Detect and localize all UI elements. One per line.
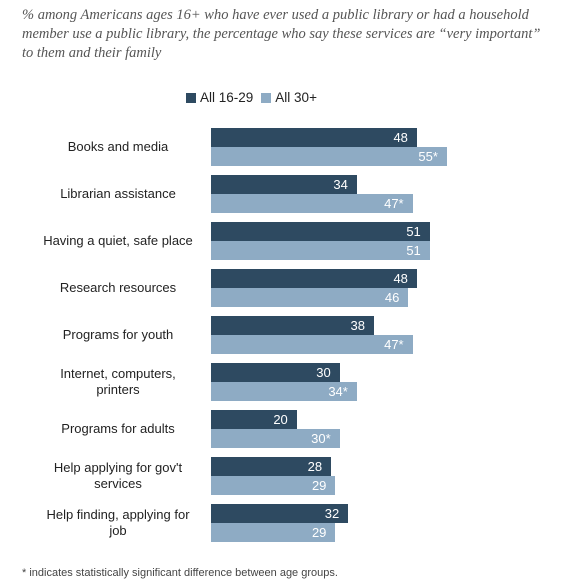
bar: 34: [211, 175, 357, 194]
bar: 55*: [211, 147, 447, 166]
bar: 51: [211, 241, 430, 260]
bar: 51: [211, 222, 430, 241]
bar: 46: [211, 288, 409, 307]
legend-label: All 16-29: [200, 90, 254, 105]
value-label: 29: [311, 478, 327, 493]
value-label: 48: [393, 271, 408, 286]
category-label: Help applying for gov't services: [10, 457, 198, 495]
value-label: 48: [393, 130, 408, 145]
category-label: Programs for youth: [10, 316, 198, 354]
category-label: Books and media: [10, 128, 198, 166]
category-text: Help finding, applying for job: [46, 507, 190, 538]
value-label: 34*: [328, 384, 348, 399]
value-label: 51: [406, 243, 421, 258]
category-label: Research resources: [10, 269, 198, 307]
category-text: Help applying for gov't services: [53, 460, 183, 491]
value-label: 20: [273, 412, 288, 427]
legend-swatch: [261, 92, 272, 103]
category-label: Programs for adults: [10, 410, 198, 448]
bar: 30: [211, 363, 340, 382]
value-label: 38: [350, 318, 366, 333]
value-label: 30*: [311, 431, 331, 446]
legend-item: All 16-29: [186, 90, 253, 105]
bar: 38: [211, 316, 375, 335]
value-label: 55*: [418, 149, 438, 164]
category-text: Librarian assistance: [60, 186, 176, 201]
bar: 47*: [211, 194, 413, 213]
legend-swatch: [186, 92, 196, 103]
category-text: Having a quiet, safe place: [43, 233, 193, 248]
value-label: 46: [384, 290, 400, 305]
bar: 28: [211, 457, 332, 476]
bar: 48: [211, 128, 417, 147]
chart-title: % among Americans ages 16+ who have ever…: [22, 7, 541, 61]
value-label: 51: [406, 224, 421, 239]
value-label: 47*: [384, 196, 404, 211]
legend: All 16-29 All 30+: [186, 90, 317, 105]
value-label: 29: [311, 525, 327, 540]
bar: 30*: [211, 429, 340, 448]
category-text: Research resources: [59, 280, 177, 295]
bar: 47*: [211, 335, 413, 354]
category-text: Programs for youth: [62, 327, 174, 342]
value-label: 47*: [384, 337, 404, 352]
footnote: * indicates statistically significant di…: [22, 567, 338, 579]
category-text: Internet, computers, printers: [60, 366, 176, 397]
category-text: Books and media: [67, 139, 169, 154]
category-label: Internet, computers, printers: [10, 363, 198, 401]
bar: 20: [211, 410, 297, 429]
legend-item: All 30+: [261, 90, 317, 105]
category-label: Having a quiet, safe place: [10, 222, 198, 260]
bar: 32: [211, 504, 349, 523]
value-label: 30: [316, 365, 331, 380]
category-label: Librarian assistance: [10, 175, 198, 213]
value-label: 28: [307, 459, 323, 474]
legend-label: All 30+: [275, 90, 317, 105]
category-text: Programs for adults: [61, 421, 175, 436]
bar: 34*: [211, 382, 357, 401]
bar: 29: [211, 476, 336, 495]
value-label: 34: [333, 177, 348, 192]
bar: 29: [211, 523, 336, 542]
value-label: 32: [324, 506, 340, 521]
bar: 48: [211, 269, 417, 288]
category-label: Help finding, applying for job: [10, 504, 198, 542]
